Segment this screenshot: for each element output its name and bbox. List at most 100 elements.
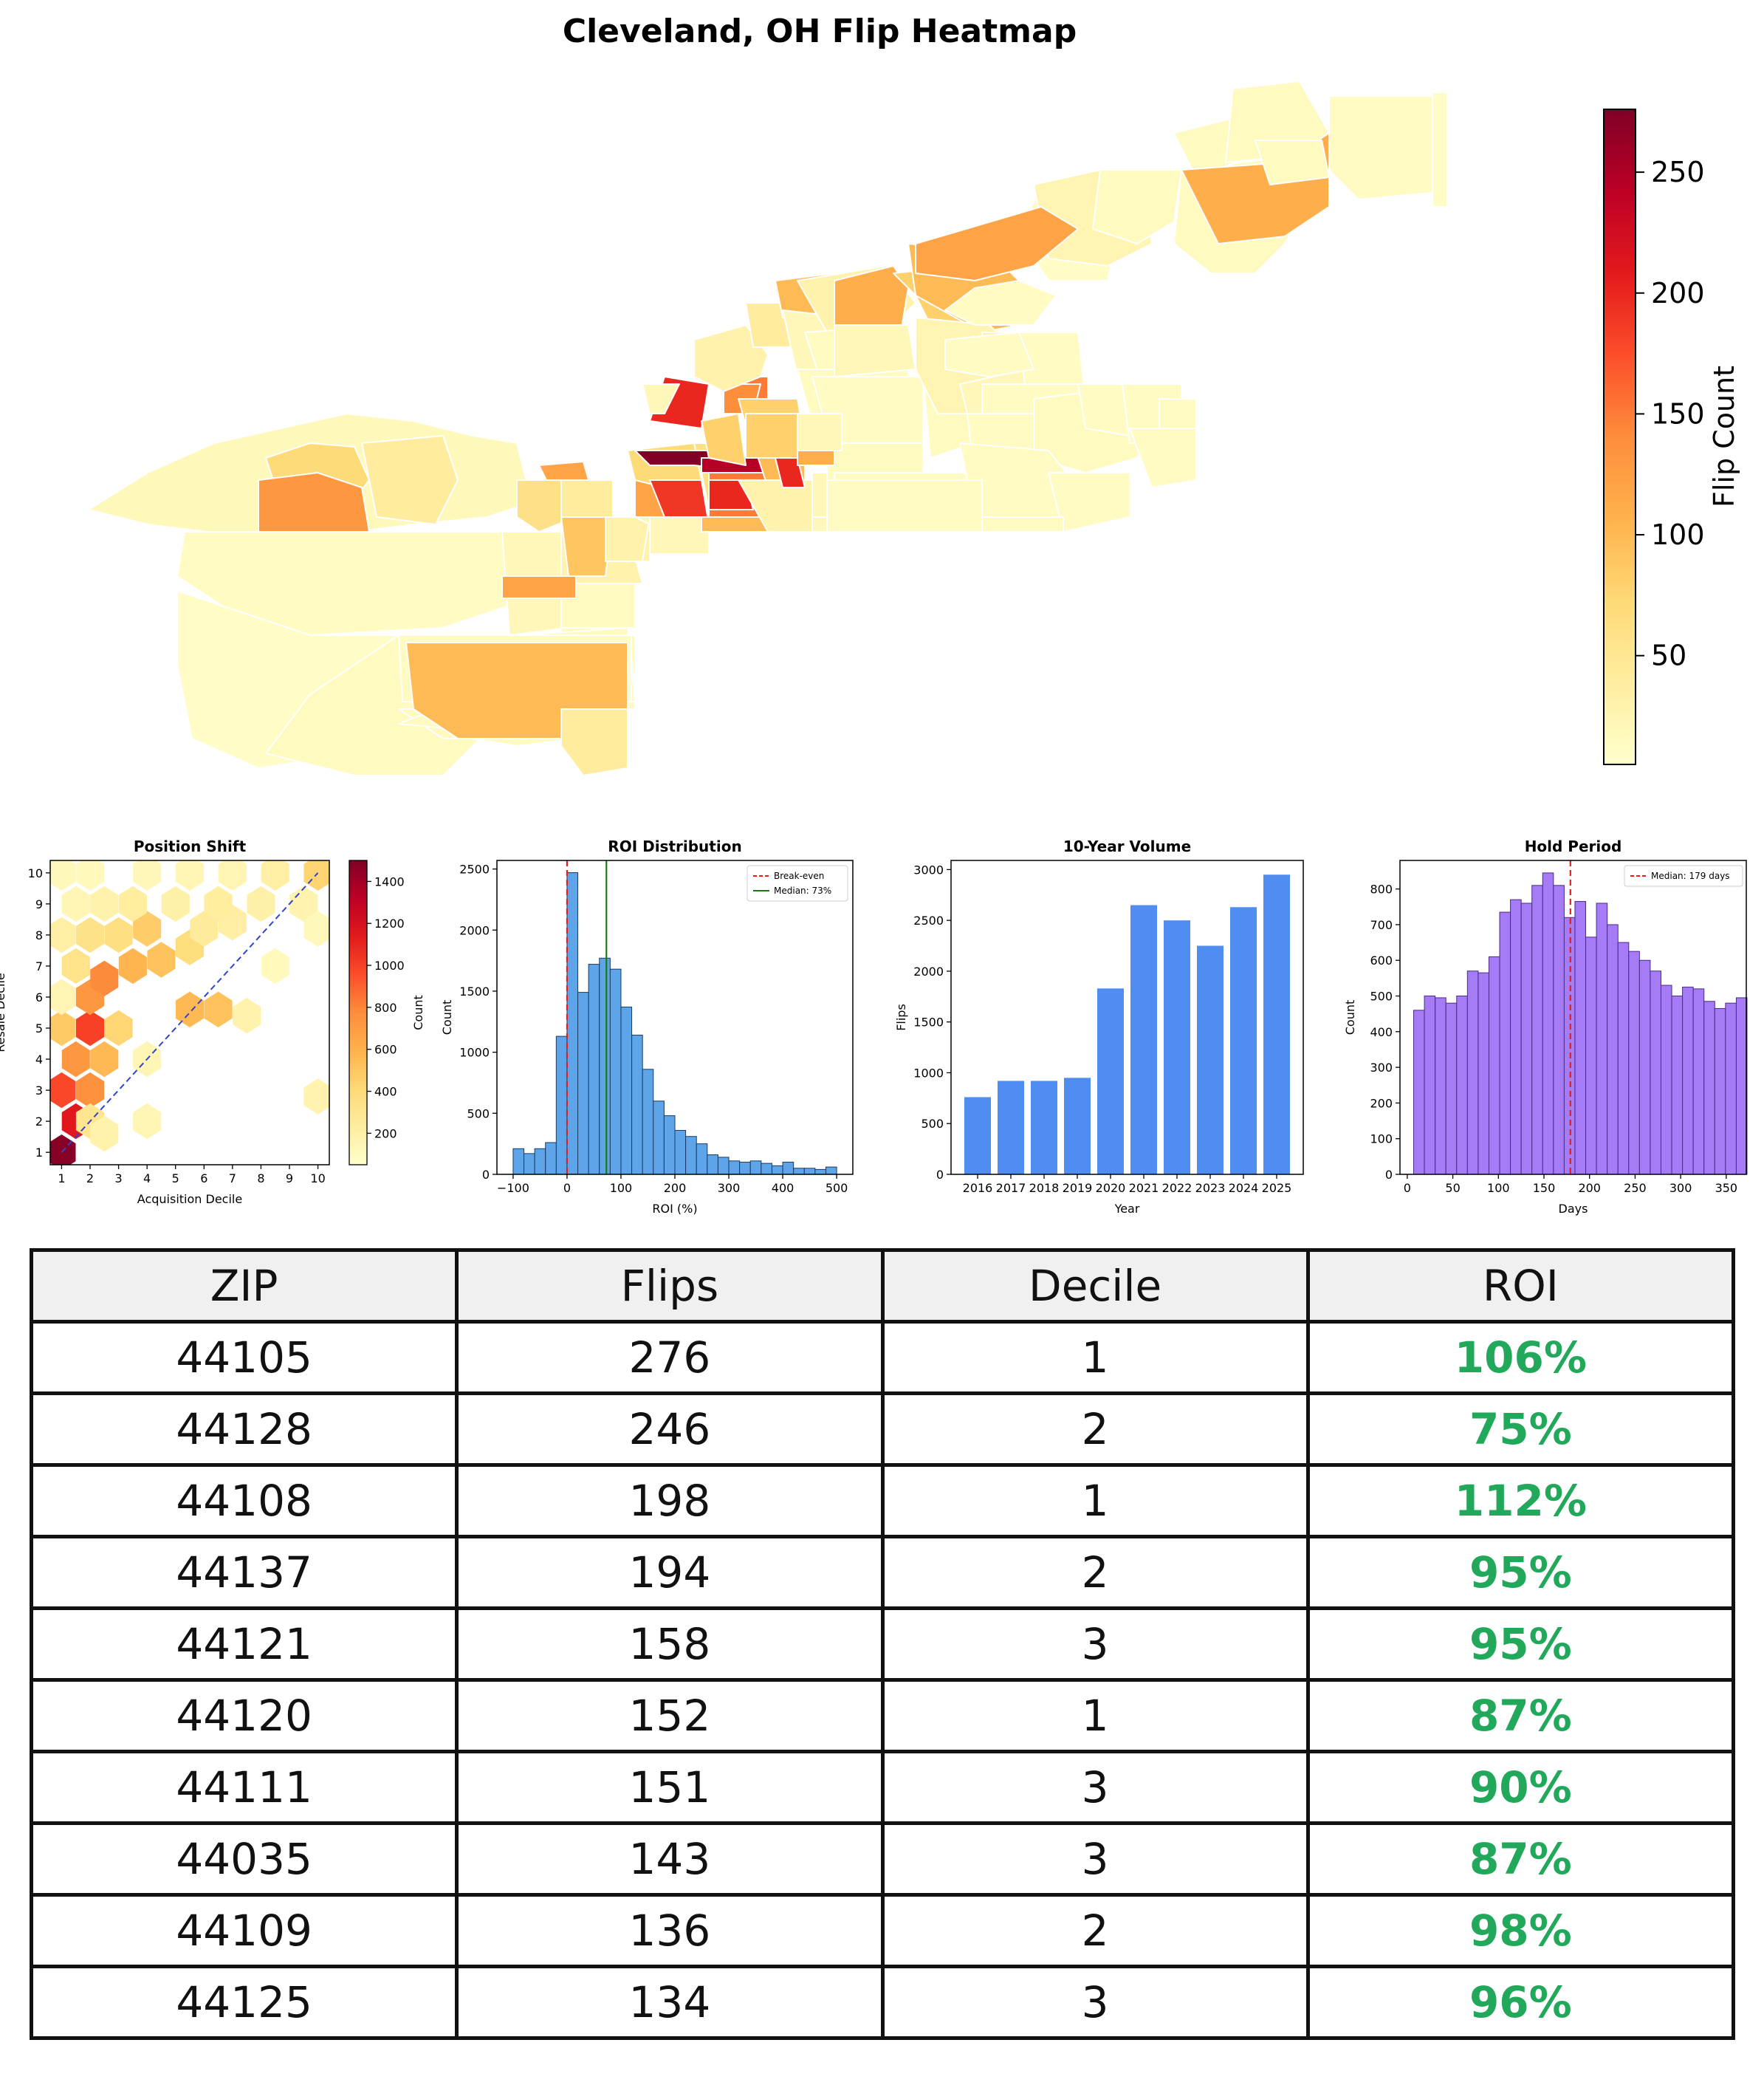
y-tick-label: 4 xyxy=(35,1052,43,1067)
hex-cell xyxy=(204,886,233,922)
roi-bar xyxy=(653,1100,665,1175)
cell-zip: 44035 xyxy=(29,1821,459,1897)
volume-bar xyxy=(1097,988,1124,1174)
cell-decile: 3 xyxy=(880,1606,1310,1682)
zip-region xyxy=(834,324,916,377)
y-tick-label: 0 xyxy=(1385,1168,1393,1182)
table-row: 44128 246 2 75% xyxy=(29,1391,1736,1467)
header-flips: Flips xyxy=(455,1248,885,1324)
cell-zip: 44109 xyxy=(29,1893,459,1968)
plot-frame xyxy=(950,860,1304,1175)
y-axis-label: Count xyxy=(1343,1000,1357,1035)
hold-bar xyxy=(1682,986,1694,1175)
x-tick-label: 2021 xyxy=(1129,1181,1159,1195)
x-tick-label: 2 xyxy=(86,1171,94,1185)
hex-cell xyxy=(204,991,233,1027)
hex-cell xyxy=(175,991,205,1027)
x-tick-label: 300 xyxy=(1669,1181,1692,1195)
table-row: 44121 158 3 95% xyxy=(29,1606,1736,1682)
table-row: 44035 143 3 87% xyxy=(29,1821,1736,1897)
colorbar-tick-label: 150 xyxy=(1651,397,1705,430)
cell-roi: 106% xyxy=(1305,1320,1736,1395)
subplot-title: 10-Year Volume xyxy=(1063,838,1191,855)
zip-region xyxy=(560,583,636,629)
x-axis-label: Days xyxy=(1559,1202,1588,1216)
x-tick-label: 500 xyxy=(826,1181,848,1195)
hold-bar xyxy=(1563,917,1576,1175)
x-axis-label: Acquisition Decile xyxy=(137,1192,242,1206)
y-tick-label: 400 xyxy=(1370,1025,1393,1039)
x-tick-label: 100 xyxy=(1487,1181,1510,1195)
hold-bar xyxy=(1628,951,1640,1175)
zip-region xyxy=(1328,95,1441,200)
colorbar-tick-label: 250 xyxy=(1651,156,1705,188)
zip-region xyxy=(560,708,628,776)
header-roi: ROI xyxy=(1305,1248,1736,1324)
cell-decile: 3 xyxy=(880,1821,1310,1897)
hex-cell xyxy=(61,1041,90,1078)
y-tick-label: 8 xyxy=(35,928,43,942)
y-tick-label: 2500 xyxy=(459,863,490,877)
hex-cell xyxy=(50,1010,76,1047)
table-row: 44125 134 3 96% xyxy=(29,1965,1736,2040)
hold-bar xyxy=(1703,1001,1715,1175)
y-tick-label: 7 xyxy=(35,959,43,973)
table-row: 44137 194 2 95% xyxy=(29,1535,1736,1610)
y-tick-label: 2500 xyxy=(913,914,944,928)
zip-region xyxy=(944,332,1034,377)
hold-bar xyxy=(1596,903,1608,1175)
cell-roi: 95% xyxy=(1305,1535,1736,1610)
subplot-title: Hold Period xyxy=(1525,838,1622,855)
zip-region xyxy=(1048,472,1130,533)
hex-cell xyxy=(261,860,289,891)
roi-bar xyxy=(761,1163,772,1175)
hold-bar xyxy=(1488,956,1500,1175)
hex-cell xyxy=(133,1103,162,1140)
x-tick-label: 200 xyxy=(1578,1181,1601,1195)
y-tick-label: 10 xyxy=(28,866,43,880)
y-tick-label: 6 xyxy=(35,990,43,1004)
cell-flips: 143 xyxy=(455,1821,885,1897)
hex-cell xyxy=(233,998,261,1034)
hold-period-chart: Hold Period Days Count 0 50 100 150 200 250 300 35… xyxy=(1343,838,1748,1216)
hold-bar xyxy=(1714,1007,1726,1175)
y-tick-label: 0 xyxy=(482,1168,490,1182)
x-tick-label: 2024 xyxy=(1229,1181,1259,1195)
hex-cell xyxy=(50,917,76,954)
x-tick-label: 9 xyxy=(286,1171,293,1185)
x-tick-label: 3 xyxy=(114,1171,122,1185)
zip-region xyxy=(1092,169,1182,244)
plot-frame xyxy=(1399,860,1747,1175)
cell-flips: 194 xyxy=(455,1535,885,1610)
cell-decile: 2 xyxy=(880,1391,1310,1467)
x-tick-label: 250 xyxy=(1624,1181,1647,1195)
hex-cell xyxy=(147,942,176,978)
hold-bar xyxy=(1617,942,1630,1175)
zip-region xyxy=(745,413,798,459)
cell-zip: 44137 xyxy=(29,1535,459,1610)
roi-bar xyxy=(577,992,589,1175)
hold-bar xyxy=(1413,1010,1425,1175)
zip-region xyxy=(560,516,614,577)
roi-bar xyxy=(749,1160,762,1175)
colorbar-tick-label: 800 xyxy=(374,1001,397,1015)
cell-roi: 98% xyxy=(1305,1893,1736,1968)
top-zips-table: ZIP Flips Decile ROI 44105 276 1 106% 44128… xyxy=(29,1248,1736,2040)
hex-cell xyxy=(303,1078,329,1115)
y-tick-label: 700 xyxy=(1370,918,1393,932)
hex-cell xyxy=(247,886,275,922)
y-tick-label: 3 xyxy=(35,1083,43,1098)
hold-bar xyxy=(1510,899,1522,1175)
hex-cell xyxy=(175,860,205,891)
table-row: 44111 151 3 90% xyxy=(29,1750,1736,1825)
roi-bar xyxy=(717,1157,730,1175)
cell-flips: 158 xyxy=(455,1606,885,1682)
x-axis-label: Year xyxy=(1114,1202,1140,1216)
roi-bar xyxy=(545,1142,557,1175)
y-tick-label: 600 xyxy=(1370,954,1393,968)
cell-zip: 44128 xyxy=(29,1391,459,1467)
y-tick-label: 1000 xyxy=(913,1066,944,1080)
roi-bar xyxy=(803,1168,816,1175)
hex-cell xyxy=(104,1010,133,1047)
cell-flips: 151 xyxy=(455,1750,885,1825)
